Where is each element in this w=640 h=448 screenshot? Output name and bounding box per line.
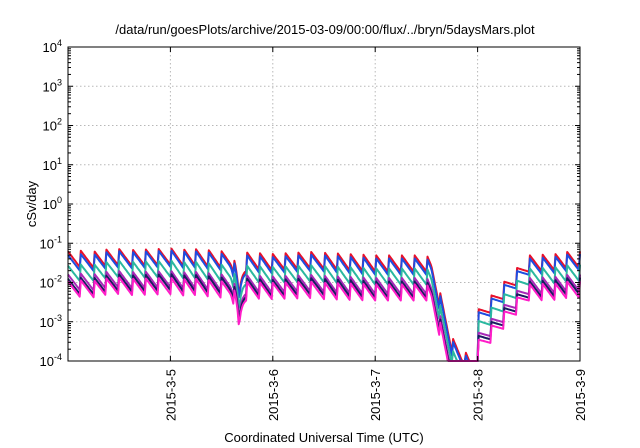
x-axis-label: Coordinated Universal Time (UTC)	[224, 430, 423, 445]
x-tick-label: 2015-3-5	[163, 369, 178, 421]
y-tick-label: 100	[43, 195, 62, 212]
y-tick-label: 10-4	[40, 352, 62, 369]
y-tick-label: 10-2	[40, 274, 62, 291]
y-tick-label: 10-1	[40, 234, 62, 251]
series-line-6	[67, 276, 581, 362]
x-tick-label: 2015-3-6	[266, 369, 281, 421]
x-tick-label: 2015-3-9	[573, 369, 588, 421]
y-tick-label: 102	[43, 117, 62, 134]
x-tick-label: 2015-3-7	[368, 369, 383, 421]
chart-title: /data/run/goesPlots/archive/2015-03-09/0…	[115, 22, 535, 37]
y-tick-label: 101	[43, 156, 62, 173]
y-tick-label: 10-3	[40, 313, 62, 330]
y-tick-label: 103	[43, 77, 62, 94]
x-tick-label: 2015-3-8	[471, 369, 486, 421]
y-tick-label: 104	[43, 38, 62, 55]
y-axis-label: cSv/day	[24, 180, 39, 227]
